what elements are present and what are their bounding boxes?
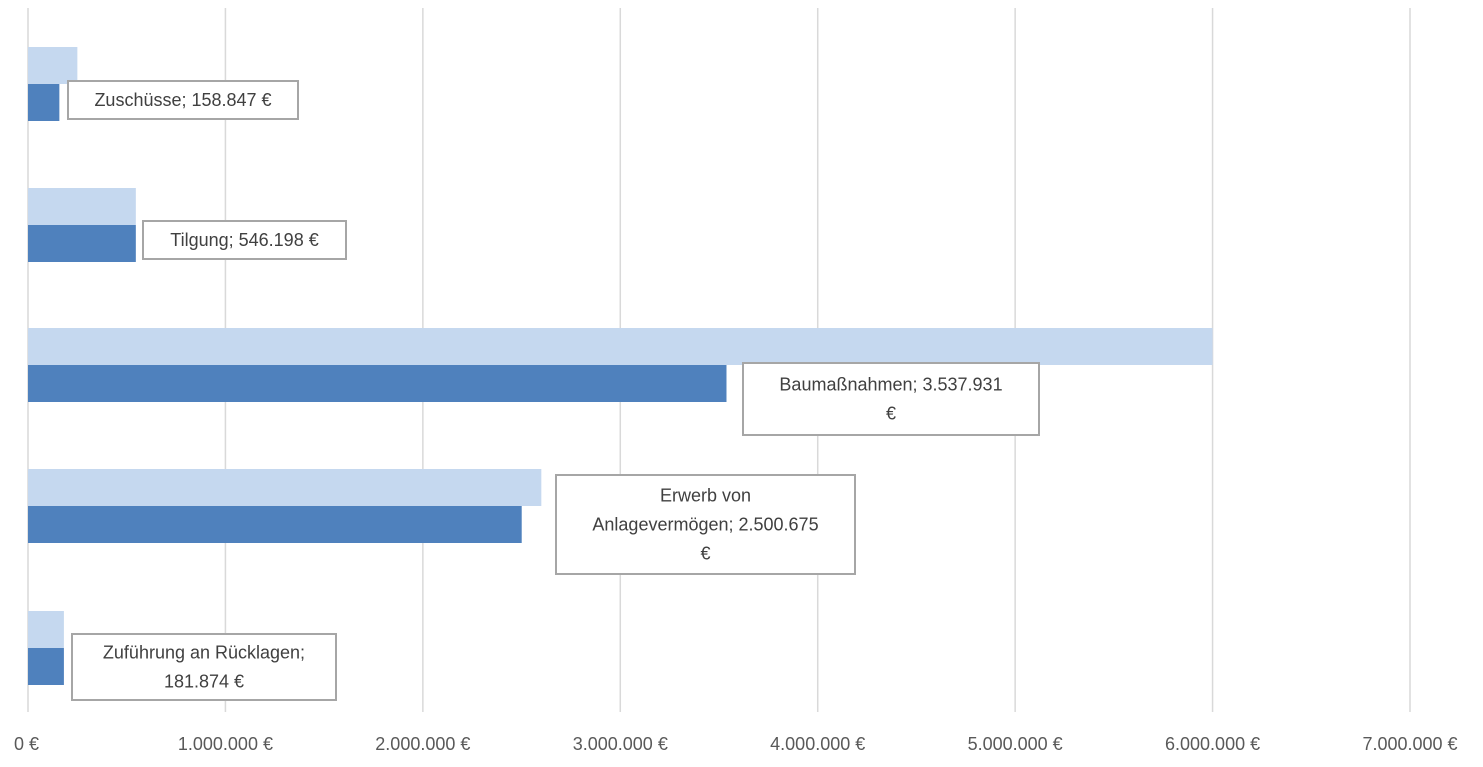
bar-light — [28, 328, 1213, 365]
x-tick-label: 4.000.000 € — [770, 734, 865, 754]
data-labels: Zuschüsse; 158.847 € Tilgung; 546.198 € Ba… — [67, 80, 1040, 701]
x-tick-label: 1.000.000 € — [178, 734, 273, 754]
x-tick-label: 6.000.000 € — [1165, 734, 1260, 754]
x-tick-label: 3.000.000 € — [573, 734, 668, 754]
data-label-box — [71, 633, 337, 701]
data-label-box — [555, 474, 856, 575]
x-tick-label: 0 € — [14, 734, 39, 754]
data-label-box — [67, 80, 299, 120]
x-axis-ticks: 0 € 1.000.000 € 2.000.000 € 3.000.000 € 4.00… — [14, 734, 1458, 754]
bar-dark — [28, 648, 64, 685]
data-label: € — [886, 404, 896, 424]
bar-dark — [28, 225, 136, 262]
bar-light — [28, 611, 64, 648]
data-label: Baumaßnahmen; 3.537.931 — [779, 375, 1002, 395]
x-tick-label: 5.000.000 € — [968, 734, 1063, 754]
x-tick-label: 2.000.000 € — [375, 734, 470, 754]
bar-dark — [28, 365, 727, 402]
bar-dark — [28, 506, 522, 543]
data-label-box — [742, 362, 1040, 436]
data-label: 181.874 € — [164, 672, 244, 692]
bars — [28, 47, 1213, 685]
bar-light — [28, 47, 78, 84]
data-label: € — [700, 544, 710, 564]
data-label-box — [142, 220, 347, 260]
bar-light — [28, 188, 136, 225]
x-tick-label: 7.000.000 € — [1362, 734, 1457, 754]
data-label: Tilgung; 546.198 € — [170, 230, 318, 250]
data-label: Erwerb von — [660, 486, 751, 506]
data-label: Zuschüsse; 158.847 € — [94, 90, 271, 110]
data-label: Zuführung an Rücklagen; — [103, 643, 305, 663]
data-label: Anlagevermögen; 2.500.675 — [592, 515, 818, 535]
bar-light — [28, 469, 542, 506]
bar-dark — [28, 84, 60, 121]
